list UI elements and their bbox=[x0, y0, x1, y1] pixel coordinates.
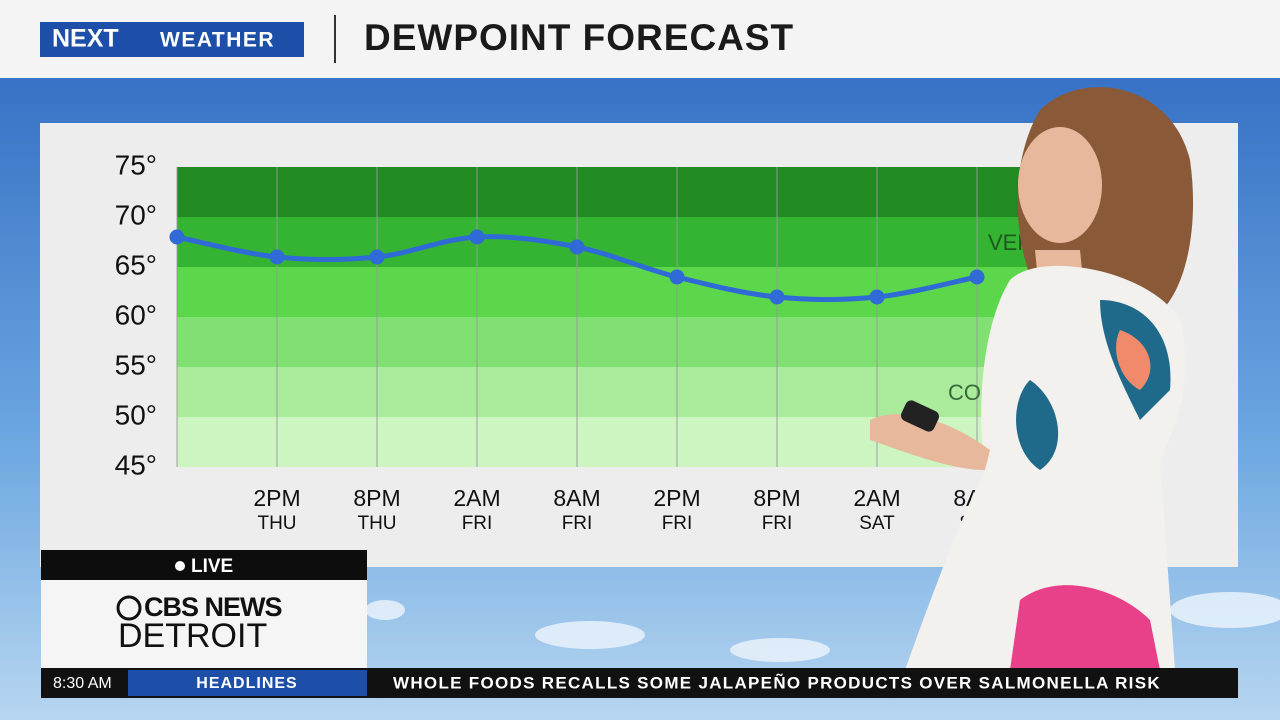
dewpoint-point bbox=[369, 249, 385, 265]
dewpoint-point bbox=[969, 269, 985, 285]
ticker-section: HEADLINES bbox=[196, 675, 297, 692]
network-name: CBS NEWS bbox=[144, 592, 282, 622]
x-tick-label: 2PM bbox=[253, 485, 300, 511]
y-tick-label: 70° bbox=[115, 199, 157, 230]
x-tick-day: THU bbox=[357, 513, 396, 534]
y-tick-label: 65° bbox=[115, 249, 157, 280]
dewpoint-point bbox=[569, 239, 585, 255]
humidity-band bbox=[177, 317, 1030, 367]
x-tick-day: SAT bbox=[859, 513, 895, 534]
x-tick-label: 8AM bbox=[553, 485, 600, 511]
station-city: DETROIT bbox=[118, 617, 267, 655]
x-tick-day: FRI bbox=[562, 513, 593, 534]
dewpoint-point bbox=[869, 289, 885, 305]
y-tick-label: 60° bbox=[115, 299, 157, 330]
logo-next: NEXT bbox=[52, 25, 119, 53]
humidity-band bbox=[177, 267, 1030, 317]
presenter bbox=[870, 87, 1194, 670]
station-box bbox=[41, 580, 367, 668]
dewpoint-point bbox=[669, 269, 685, 285]
x-tick-day: FRI bbox=[462, 513, 493, 534]
live-dot bbox=[175, 561, 185, 571]
humidity-band bbox=[177, 167, 1030, 217]
dewpoint-point bbox=[769, 289, 785, 305]
band-annotation: CO bbox=[948, 380, 981, 405]
logo-weather: WEATHER bbox=[160, 29, 275, 52]
x-tick-label: 8PM bbox=[353, 485, 400, 511]
y-tick-label: 55° bbox=[115, 349, 157, 380]
x-tick-label: 8PM bbox=[753, 485, 800, 511]
x-tick-label: 2AM bbox=[853, 485, 900, 511]
dewpoint-point bbox=[169, 229, 185, 245]
live-bar bbox=[41, 550, 367, 580]
y-tick-label: 45° bbox=[115, 449, 157, 480]
x-tick-label: 2AM bbox=[453, 485, 500, 511]
page-title: DEWPOINT FORECAST bbox=[364, 17, 794, 58]
live-label: LIVE bbox=[191, 556, 233, 577]
y-tick-label: 50° bbox=[115, 399, 157, 430]
x-tick-day: FRI bbox=[662, 513, 693, 534]
dewpoint-point bbox=[469, 229, 485, 245]
y-tick-label: 75° bbox=[115, 149, 157, 180]
dewpoint-point bbox=[269, 249, 285, 265]
x-tick-day: THU bbox=[257, 513, 296, 534]
cbs-eye bbox=[116, 595, 142, 621]
humidity-band bbox=[177, 367, 1030, 417]
ticker-section-box bbox=[128, 670, 367, 696]
logo-box bbox=[40, 22, 304, 57]
clouds bbox=[365, 592, 1280, 662]
ticker-headline: WHOLE FOODS RECALLS SOME JALAPEÑO PRODUC… bbox=[393, 672, 1161, 692]
ticker-time: 8:30 AM bbox=[53, 675, 112, 692]
x-tick-day: FRI bbox=[762, 513, 793, 534]
x-tick-label: 2PM bbox=[653, 485, 700, 511]
